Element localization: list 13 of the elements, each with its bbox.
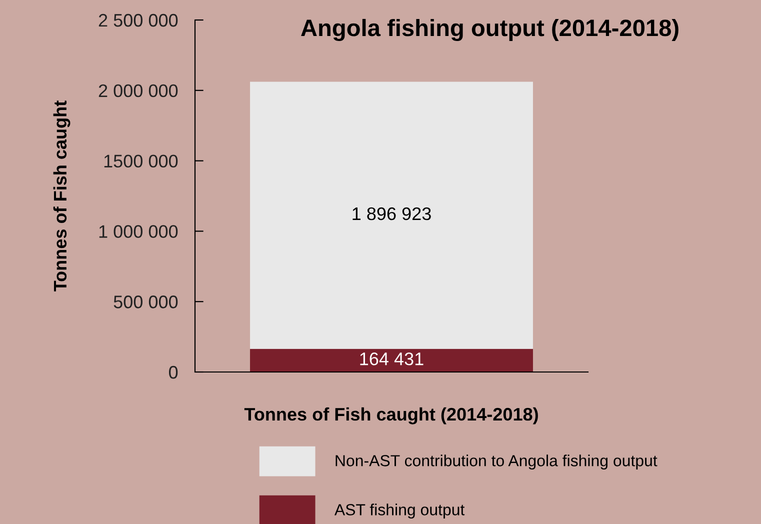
legend-label: Non-AST contribution to Angola fishing output [336,454,658,470]
y-tick-label: 0 [169,366,178,379]
y-tick-label: 1 000 000 [99,225,178,238]
x-axis-title: Tonnes of Fish caught (2014-2018) [244,407,538,424]
y-tick-label: 2 000 000 [98,84,178,98]
data-label: 1 896 923 [352,207,431,220]
y-axis-title: Tonnes of Fish caught [53,100,70,292]
y-tick-label: 500 000 [114,296,178,308]
data-label: 164 431 [360,352,424,366]
y-tick-label: 1500 000 [104,154,178,168]
chart-title: Angola fishing output (2014-2018) [301,18,678,42]
legend-label: AST fishing output [334,504,465,519]
y-tick-label: 2 500 000 [98,14,178,27]
